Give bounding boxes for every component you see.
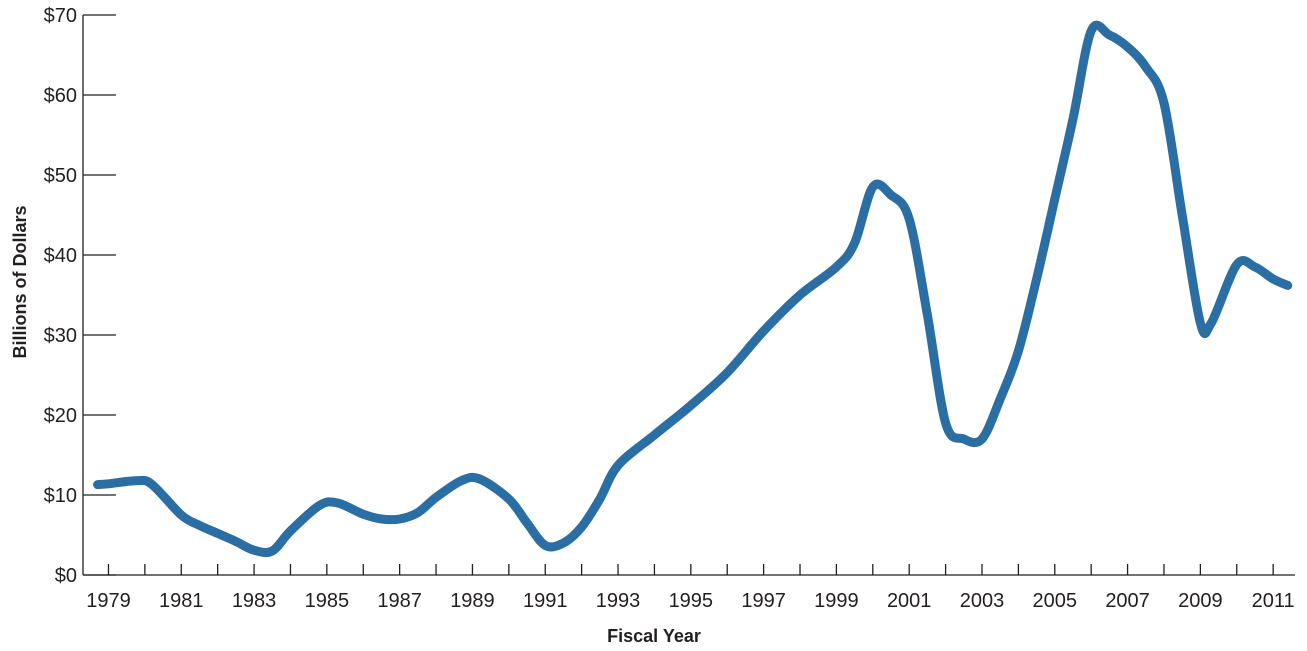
x-tick-label: 1995 <box>669 590 714 612</box>
x-tick-label: 1997 <box>741 590 786 612</box>
x-tick-label: 1999 <box>814 590 859 612</box>
x-tick-label: 2005 <box>1033 590 1078 612</box>
y-tick-label: $60 <box>44 85 77 107</box>
x-tick-label: 1979 <box>86 590 131 612</box>
y-tick-label: $0 <box>55 565 77 587</box>
y-tick-label: $30 <box>44 325 77 347</box>
x-tick-label: 1985 <box>305 590 350 612</box>
y-tick-label: $40 <box>44 245 77 267</box>
axes: $0 $10 $20 $30 $40 $50 $60 $70 1979 1981 1983 1985 1… <box>44 5 1295 612</box>
y-tick-label: $20 <box>44 405 77 427</box>
x-tick-label: 2003 <box>960 590 1005 612</box>
x-tick-label: 1991 <box>523 590 568 612</box>
y-tick-label: $50 <box>44 165 77 187</box>
x-tick-label: 1983 <box>232 590 277 612</box>
x-tick-label: 1993 <box>596 590 641 612</box>
x-tick-label: 2007 <box>1105 590 1150 612</box>
series-line <box>93 20 1293 558</box>
y-tick-label: $10 <box>44 485 77 507</box>
x-tick-label: 1987 <box>377 590 422 612</box>
x-tick-label: 2011 <box>1252 590 1295 612</box>
x-tick-label: 1981 <box>159 590 204 612</box>
y-tick-label: $70 <box>44 5 77 27</box>
x-tick-label: 2001 <box>887 590 932 612</box>
x-tick-label: 1989 <box>450 590 495 612</box>
x-axis-title: Fiscal Year <box>607 626 701 646</box>
series-layer <box>93 20 1293 558</box>
y-axis-title: Billions of Dollars <box>10 205 30 358</box>
x-tick-label: 2009 <box>1178 590 1223 612</box>
